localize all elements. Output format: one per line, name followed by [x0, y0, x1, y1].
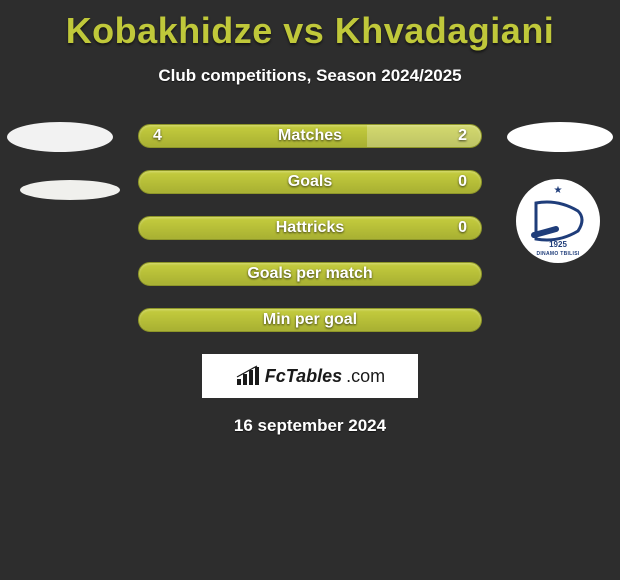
brand-text-domain: .com: [346, 366, 385, 387]
page-title: Kobakhidze vs Khvadagiani: [0, 0, 620, 52]
club-d-icon: [528, 197, 588, 245]
brand-logo-box[interactable]: FcTables.com: [202, 354, 418, 398]
date-stamp: 16 september 2024: [0, 416, 620, 436]
club-year: 1925: [549, 240, 567, 249]
bars-chart-icon: [235, 365, 261, 387]
club-name: DINAMO TBILISI: [536, 251, 579, 257]
stat-bar-goals: Goals0: [138, 170, 482, 194]
club-badge-right: ★ 1925 DINAMO TBILISI: [516, 179, 600, 263]
star-icon: ★: [554, 185, 563, 196]
stat-bar-mpg: Min per goal: [138, 308, 482, 332]
stat-bar-gpm: Goals per match: [138, 262, 482, 286]
bar-label: Goals per match: [139, 263, 481, 285]
stat-bar-hattricks: Hattricks0: [138, 216, 482, 240]
page-subtitle: Club competitions, Season 2024/2025: [0, 66, 620, 86]
bar-label: Matches: [139, 125, 481, 147]
stat-bar-matches: Matches4 2: [138, 124, 482, 148]
bar-label: Goals: [139, 171, 481, 193]
bar-value-left: 4: [153, 125, 162, 147]
player-left-avatar-top: [7, 122, 113, 152]
bar-value-right: 2: [458, 125, 467, 147]
brand-text-main: FcTables: [265, 366, 342, 387]
bar-label: Hattricks: [139, 217, 481, 239]
player-right-avatar-top: [507, 122, 613, 152]
bar-value-right: 0: [458, 217, 467, 239]
player-left-avatar-bottom: [20, 180, 120, 200]
bar-label: Min per goal: [139, 309, 481, 331]
bar-value-right: 0: [458, 171, 467, 193]
